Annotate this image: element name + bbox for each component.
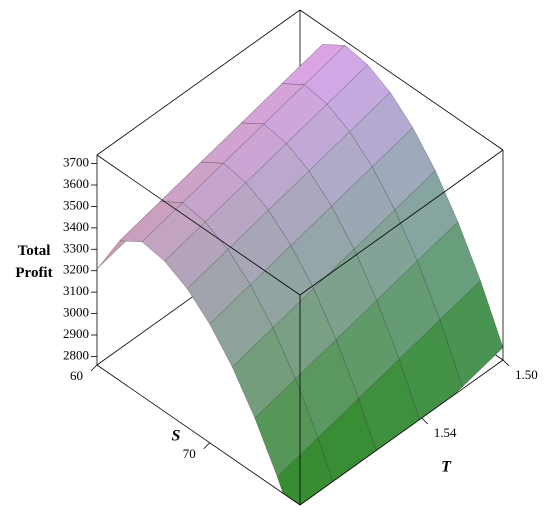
box-edge xyxy=(299,359,504,506)
z-tick-label: 3100 xyxy=(63,283,89,298)
box-front: 2800 2900 3000 3100 3200 3300 3400 3500 3600 3700… xyxy=(63,9,538,506)
z-tick-label: 3700 xyxy=(63,155,89,170)
z-tick-label: 3000 xyxy=(63,305,89,320)
box-edge xyxy=(299,149,504,296)
s-tick-label: 60 xyxy=(70,368,83,383)
z-tick-label: 2800 xyxy=(63,347,89,362)
box-edge xyxy=(96,364,301,506)
t-tick xyxy=(421,417,429,425)
box-edge xyxy=(96,9,301,156)
z-tick-label: 3300 xyxy=(63,240,89,255)
z-tick-label: 3600 xyxy=(63,176,89,191)
z-tick-label: 3200 xyxy=(63,262,89,277)
s-tick xyxy=(203,442,211,450)
s-axis-label: S xyxy=(172,428,181,445)
s-tick xyxy=(90,364,98,372)
box-edge xyxy=(299,9,504,151)
s-tick-label: 70 xyxy=(183,446,196,461)
z-tick-label: 3400 xyxy=(63,219,89,234)
box-edge xyxy=(96,154,301,296)
surface xyxy=(97,44,503,505)
z-tick-label: 2900 xyxy=(63,326,89,341)
t-tick-label: 1.54 xyxy=(434,425,457,440)
z-axis-label: Total Profit xyxy=(15,243,53,281)
t-tick-label: 1.50 xyxy=(515,367,538,382)
z-tick-label: 3500 xyxy=(63,197,89,212)
t-axis-label: T xyxy=(441,459,452,476)
t-tick xyxy=(502,359,510,367)
